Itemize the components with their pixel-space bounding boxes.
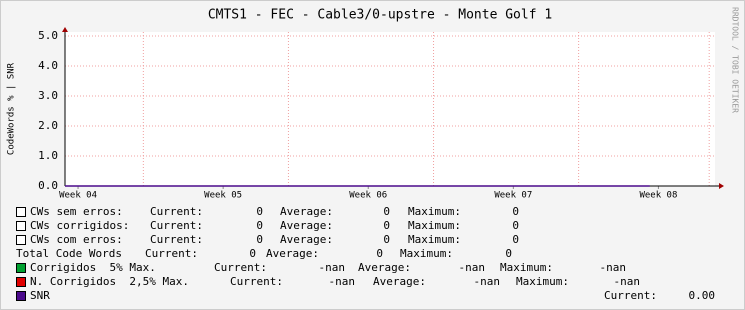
legend-stat-name: Maximum: — [400, 247, 453, 260]
legend-label: N. Corrigidos 2,5% Max. — [30, 275, 189, 288]
x-tick-label: Week 07 — [494, 191, 532, 201]
legend-stat-name: Maximum: — [408, 219, 461, 232]
legend-swatch — [16, 277, 26, 287]
y-tick-label: 4.0 — [38, 59, 58, 72]
legend-stat-value: -nan — [600, 261, 627, 274]
y-axis-label: CodeWords % | SNR — [7, 62, 17, 155]
x-tick-label: Week 08 — [639, 191, 677, 201]
legend-stat-name: Current: — [150, 233, 203, 246]
legend-stat-value: -nan — [329, 275, 356, 288]
legend-stat-value: -nan — [319, 261, 346, 274]
legend-stat-value: 0 — [256, 205, 263, 218]
legend-stat-value: -nan — [474, 275, 501, 288]
legend-stat-value: 0 — [505, 247, 512, 260]
legend-swatch — [16, 291, 26, 301]
legend-label: CWs corrigidos: — [30, 219, 129, 232]
y-tick-label: 3.0 — [38, 89, 58, 102]
legend-swatch — [16, 207, 26, 217]
legend-stat-name: Average: — [373, 275, 426, 288]
plot-area — [65, 32, 715, 186]
legend-stat-value: 0 — [249, 247, 256, 260]
x-arrow — [719, 183, 724, 189]
legend-swatch — [16, 221, 26, 231]
legend-stat-name: Current: — [150, 219, 203, 232]
legend-label: CWs com erros: — [30, 233, 123, 246]
legend-stat-value: 0 — [512, 219, 519, 232]
side-text: RRDTOOL / TOBI OETIKER — [731, 7, 740, 113]
y-tick-label: 1.0 — [38, 149, 58, 162]
legend-label: SNR — [30, 289, 50, 302]
legend-stat-name: Current: — [150, 205, 203, 218]
legend-stat-name: Maximum: — [500, 261, 553, 274]
legend-swatch — [16, 235, 26, 245]
x-tick-label: Week 04 — [59, 191, 97, 201]
legend-label: Total Code Words — [16, 247, 122, 260]
legend-label: CWs sem erros: — [30, 205, 123, 218]
legend-stat-value: 0 — [383, 219, 390, 232]
y-tick-label: 0.0 — [38, 179, 58, 192]
legend-stat-name: Average: — [266, 247, 319, 260]
x-tick-label: Week 06 — [349, 191, 387, 201]
legend-stat-value: -nan — [614, 275, 641, 288]
y-tick-label: 2.0 — [38, 119, 58, 132]
legend-stat-value: 0 — [256, 219, 263, 232]
legend-stat-name: Average: — [280, 205, 333, 218]
legend-stat-name: Maximum: — [516, 275, 569, 288]
legend-stat-value: 0 — [383, 205, 390, 218]
y-arrow — [62, 27, 68, 32]
y-tick-label: 5.0 — [38, 29, 58, 42]
legend-stat-name: Maximum: — [408, 205, 461, 218]
legend-stat-value: 0.00 — [689, 289, 716, 302]
legend-stat-value: 0 — [376, 247, 383, 260]
legend-stat-name: Current: — [230, 275, 283, 288]
chart-title: CMTS1 - FEC - Cable3/0-upstre - Monte Go… — [208, 8, 552, 23]
legend-stat-name: Average: — [280, 219, 333, 232]
legend-stat-value: -nan — [459, 261, 486, 274]
legend-stat-value: 0 — [256, 233, 263, 246]
legend-stat-name: Average: — [280, 233, 333, 246]
legend-stat-name: Current: — [214, 261, 267, 274]
legend-stat-name: Average: — [358, 261, 411, 274]
legend-stat-value: 0 — [512, 205, 519, 218]
x-tick-label: Week 05 — [204, 191, 242, 201]
legend-stat-name: Current: — [145, 247, 198, 260]
legend-stat-name: Current: — [604, 289, 657, 302]
legend-swatch — [16, 263, 26, 273]
legend-stat-name: Maximum: — [408, 233, 461, 246]
legend-stat-value: 0 — [512, 233, 519, 246]
legend-label: Corrigidos 5% Max. — [30, 261, 156, 274]
legend-stat-value: 0 — [383, 233, 390, 246]
